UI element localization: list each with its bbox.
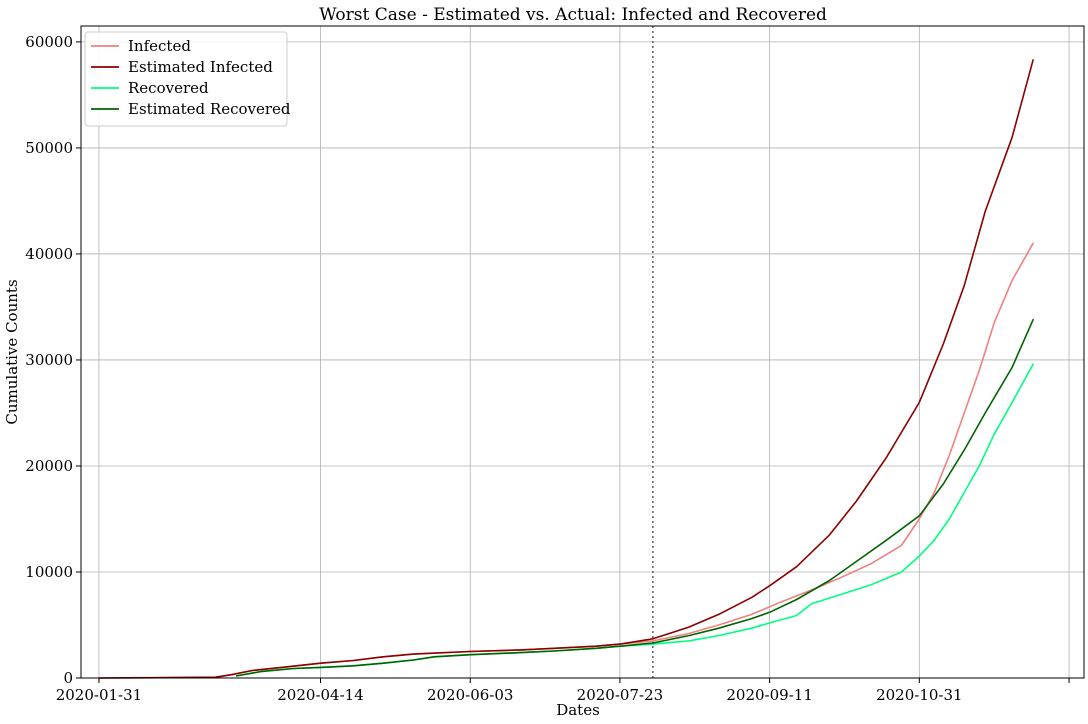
x-tick-label: 2020-01-31 — [56, 686, 142, 704]
legend-label-infected: Infected — [128, 37, 191, 55]
y-axis: 0 10000 20000 30000 40000 50000 60000 — [25, 33, 81, 687]
x-axis: 2020-01-31 2020-04-14 2020-06-03 2020-07-23… — [56, 678, 1070, 704]
grid — [81, 26, 1084, 679]
y-tick-label: 10000 — [25, 563, 73, 581]
legend-label-estimated-recovered: Estimated Recovered — [128, 100, 291, 118]
series-line-estimated-infected — [98, 59, 1034, 679]
series-layer — [98, 59, 1034, 679]
x-tick-label: 2020-09-11 — [726, 686, 812, 704]
y-axis-label: Cumulative Counts — [3, 279, 21, 424]
legend-label-estimated-infected: Estimated Infected — [128, 58, 273, 76]
chart-title: Worst Case - Estimated vs. Actual: Infec… — [319, 5, 827, 25]
legend-label-recovered: Recovered — [128, 79, 209, 97]
x-tick-label: 2020-04-14 — [277, 686, 363, 704]
y-tick-label: 30000 — [25, 351, 73, 369]
plot-frame — [80, 25, 1085, 679]
y-tick-label: 0 — [63, 669, 73, 687]
series-line-infected — [98, 242, 1034, 679]
series-line-estimated-recovered — [235, 318, 1034, 677]
x-tick-label: 2020-06-03 — [427, 686, 513, 704]
y-tick-label: 40000 — [25, 245, 73, 263]
legend: Infected Estimated Infected Recovered Estim… — [84, 31, 291, 127]
legend-box — [84, 31, 288, 127]
y-tick-label: 50000 — [25, 139, 73, 157]
x-tick-label: 2020-07-23 — [577, 686, 663, 704]
y-tick-label: 60000 — [25, 33, 73, 51]
y-tick-label: 20000 — [25, 457, 73, 475]
x-axis-label: Dates — [556, 701, 600, 719]
x-tick-label: 2020-10-31 — [876, 686, 962, 704]
